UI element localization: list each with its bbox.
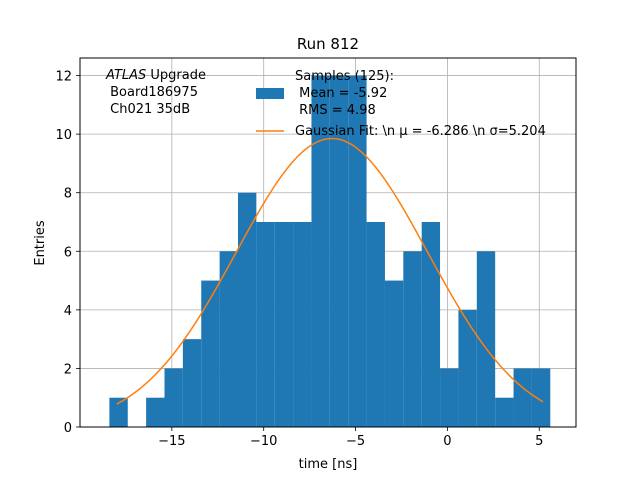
histogram-bar bbox=[440, 368, 459, 427]
histogram-bars bbox=[109, 75, 551, 428]
y-tick-label: 0 bbox=[64, 421, 72, 436]
histogram-bar bbox=[421, 222, 441, 427]
y-tick-label: 4 bbox=[64, 304, 72, 319]
y-tick-label: 8 bbox=[64, 187, 72, 202]
histogram-bar bbox=[311, 75, 330, 428]
histogram-bar bbox=[146, 397, 165, 427]
histogram-bar bbox=[182, 339, 202, 427]
x-tick-label: 0 bbox=[443, 434, 451, 449]
histogram-bar bbox=[348, 75, 367, 428]
x-axis-label: time [ns] bbox=[299, 457, 358, 472]
histogram-bar bbox=[201, 280, 220, 427]
chart-title: Run 812 bbox=[297, 35, 359, 53]
y-tick-label: 6 bbox=[64, 245, 72, 260]
y-tick-label: 2 bbox=[64, 362, 72, 377]
annotation-upgrade: Upgrade bbox=[146, 68, 206, 83]
x-axis-ticks: −15 −10 −5 0 5 bbox=[158, 427, 543, 449]
legend-fit-label: Gaussian Fit: \n μ = -6.286 \n σ=5.204 bbox=[295, 124, 546, 139]
legend-hist-line-3: RMS = 4.98 bbox=[295, 103, 376, 118]
legend-hist-line-2: Mean = -5.92 bbox=[295, 86, 387, 101]
histogram-bar bbox=[476, 251, 496, 427]
gaussian-fit-curve bbox=[116, 137, 544, 405]
histogram-bar bbox=[366, 222, 385, 427]
y-axis-ticks: 0 2 4 6 8 10 12 bbox=[55, 70, 80, 436]
annotation-line-2: Board186975 bbox=[106, 85, 198, 100]
histogram-bar bbox=[403, 251, 422, 427]
plot-frame bbox=[79, 57, 577, 428]
histogram-bar bbox=[495, 397, 514, 427]
x-tick-label: 5 bbox=[535, 434, 543, 449]
histogram-bar bbox=[293, 222, 312, 427]
histogram-bar bbox=[274, 222, 294, 427]
legend-histogram-swatch bbox=[256, 88, 284, 99]
histogram-bar bbox=[164, 368, 183, 427]
histogram-bar bbox=[531, 368, 551, 427]
histogram-bar bbox=[458, 309, 477, 427]
annotation-line-3: Ch021 35dB bbox=[106, 102, 190, 117]
histogram-bar bbox=[384, 280, 404, 427]
x-tick-label: −15 bbox=[158, 434, 185, 449]
y-tick-label: 12 bbox=[55, 70, 72, 85]
legend-hist-line-1: Samples (125): bbox=[295, 69, 394, 84]
histogram-bar bbox=[109, 397, 128, 427]
histogram-bar bbox=[256, 222, 275, 427]
y-axis-label: Entries bbox=[33, 220, 48, 266]
annotation-atlas: ATLAS bbox=[105, 68, 146, 83]
histogram-bar bbox=[329, 75, 349, 428]
annotation-line-1: ATLAS Upgrade bbox=[105, 68, 206, 83]
x-tick-label: −5 bbox=[346, 434, 365, 449]
y-tick-label: 10 bbox=[55, 128, 72, 143]
x-tick-label: −10 bbox=[250, 434, 277, 449]
histogram-bar bbox=[513, 368, 532, 427]
histogram-bar bbox=[237, 192, 257, 427]
histogram-bar bbox=[219, 251, 238, 427]
